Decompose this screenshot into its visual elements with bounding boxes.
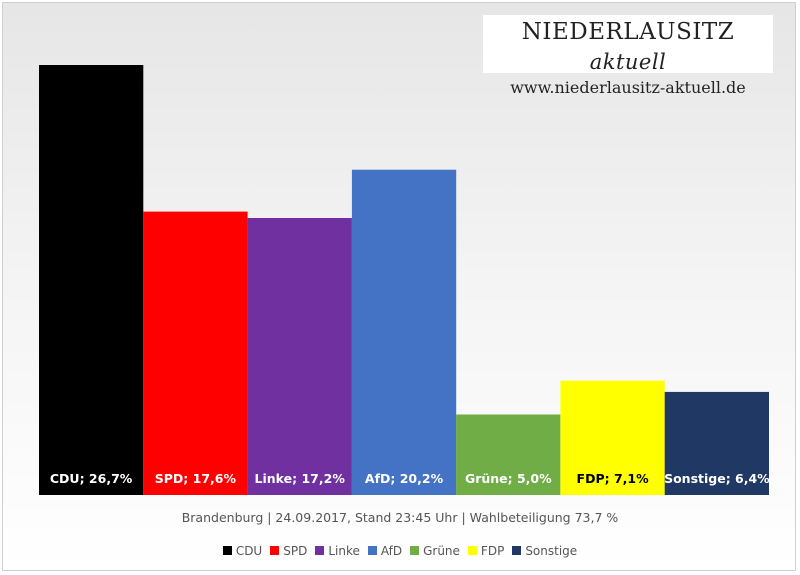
legend-label-spd: SPD	[283, 544, 308, 558]
brand-name: NIEDERLAUSITZ aktuell	[483, 15, 773, 77]
bar-spd	[143, 211, 248, 495]
legend-item-spd: SPD	[270, 544, 307, 558]
legend-swatch-linke	[315, 546, 325, 555]
bar-cdu	[39, 65, 144, 495]
data-label-gruene: Grüne; 5,0%	[465, 471, 552, 486]
chart-legend: CDU SPD Linke AfD Grüne FDP Sonstige	[3, 544, 795, 558]
bar-gruene	[456, 414, 561, 495]
legend-item-cdu: CDU	[222, 544, 263, 558]
brand-url: www.niederlausitz-aktuell.de	[510, 78, 746, 97]
bar-afd	[351, 169, 457, 495]
bar-fdp	[560, 380, 665, 495]
chart-subtitle: Brandenburg | 24.09.2017, Stand 23:45 Uh…	[181, 510, 619, 525]
legend-item-fdp: FDP	[467, 544, 505, 558]
data-label-linke: Linke; 17,2%	[255, 471, 346, 486]
legend-label-afd: AfD	[380, 544, 403, 558]
brand-box: NIEDERLAUSITZ aktuell www.niederlausitz-…	[483, 15, 773, 97]
legend-item-sonstige: Sonstige	[512, 544, 577, 558]
data-label-cdu: CDU; 26,7%	[50, 471, 133, 486]
bar-sonstige	[664, 391, 769, 495]
brand-name-main: NIEDERLAUSITZ	[521, 19, 735, 45]
data-label-fdp: FDP; 7,1%	[577, 471, 650, 486]
legend-swatch-gruene	[410, 546, 420, 555]
legend-swatch-fdp	[467, 546, 477, 555]
bar-chart: CDU; 26,7% SPD; 17,6% Linke; 17,2% AfD; 20,…	[39, 65, 770, 495]
legend-swatch-sonstige	[512, 546, 522, 555]
legend-swatch-spd	[270, 546, 280, 555]
data-label-afd: AfD; 20,2%	[365, 471, 444, 486]
legend-swatch-cdu	[222, 546, 232, 555]
legend-item-linke: Linke	[315, 544, 360, 558]
legend-swatch-afd	[367, 546, 377, 555]
legend-label-fdp: FDP	[480, 544, 505, 558]
data-label-sonstige: Sonstige; 6,4%	[664, 471, 770, 486]
legend-item-gruene: Grüne	[410, 544, 460, 558]
legend-label-gruene: Grüne	[423, 544, 460, 558]
legend-label-sonstige: Sonstige	[525, 544, 578, 558]
data-label-spd: SPD; 17,6%	[155, 471, 237, 486]
bar-linke	[247, 218, 352, 495]
legend-label-linke: Linke	[328, 544, 360, 558]
legend-label-cdu: CDU	[235, 544, 263, 558]
brand-name-italic: aktuell	[589, 50, 667, 74]
legend-item-afd: AfD	[367, 544, 403, 558]
